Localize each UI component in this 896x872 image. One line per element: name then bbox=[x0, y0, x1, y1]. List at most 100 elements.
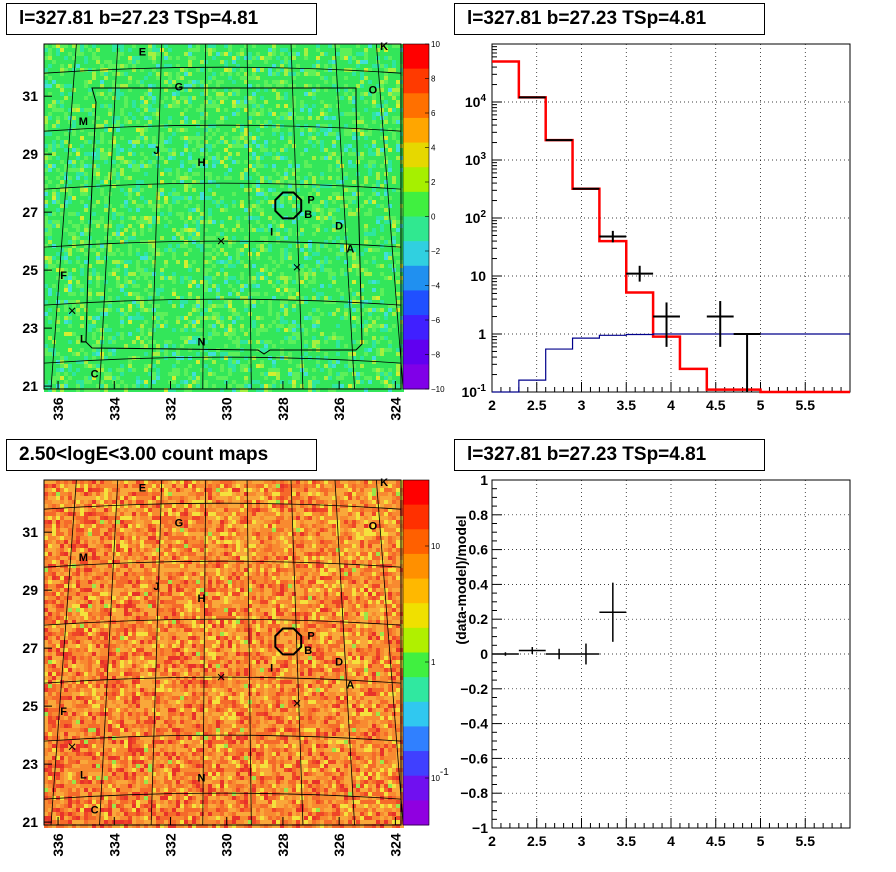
y-tick-label: 23 bbox=[22, 756, 38, 772]
source-label: C bbox=[91, 804, 99, 816]
colorbar-tick-label: 0 bbox=[431, 213, 436, 222]
colorbar-tick-label: 6 bbox=[431, 109, 436, 118]
ticks bbox=[491, 46, 851, 393]
y-tick-label: 0.6 bbox=[469, 542, 489, 558]
ticks bbox=[491, 479, 851, 829]
x-tick-label: 324 bbox=[387, 833, 403, 857]
source-labels: E K G O M J H PB D I A F L N C bbox=[60, 477, 388, 817]
source-label: C bbox=[91, 368, 99, 380]
y-tick-label: 1 bbox=[478, 326, 486, 342]
colorbar-segment bbox=[403, 504, 429, 530]
colorbar-segment bbox=[403, 93, 429, 119]
source-label: M bbox=[79, 552, 88, 564]
colorbar-tick-label: 10 bbox=[431, 40, 440, 49]
x-tick-label: 2.5 bbox=[527, 833, 547, 849]
map-gridlines bbox=[43, 43, 404, 390]
x-tick-label: 3 bbox=[578, 833, 586, 849]
source-label: J bbox=[153, 581, 159, 593]
colorbar-frame bbox=[402, 479, 430, 826]
colorbar-segment bbox=[403, 480, 429, 506]
spectrum-title: l=327.81 b=27.23 TSp=4.81 bbox=[454, 3, 765, 35]
x-tick-label: 326 bbox=[331, 397, 347, 421]
map-axes: 336 334 332 330 328 326 324 31 29 27 25 23 21 bbox=[22, 88, 403, 420]
x-tick-label: 334 bbox=[106, 397, 122, 421]
y-tick-label: 10-1 bbox=[462, 383, 487, 400]
source-label: O bbox=[369, 520, 378, 532]
cross-marker bbox=[293, 699, 301, 707]
x-tick-label: 3.5 bbox=[617, 833, 637, 849]
y-tick-label: 21 bbox=[22, 378, 38, 394]
colorbar: 10 8 6 4 2 0 −2 −4 −6 −8 −10 bbox=[402, 40, 445, 394]
colorbar-segment bbox=[403, 216, 429, 242]
x-tick-label: 2 bbox=[488, 833, 496, 849]
x-tick-label: 330 bbox=[219, 397, 235, 421]
source-label: J bbox=[153, 145, 159, 157]
source-label: L bbox=[80, 770, 87, 782]
y-tick-label: 25 bbox=[22, 262, 38, 278]
map-gridlines bbox=[43, 479, 404, 826]
y-tick-label: −0.6 bbox=[460, 750, 488, 766]
x-tick-label: 4 bbox=[667, 397, 675, 413]
x-tick-label: 324 bbox=[387, 397, 403, 421]
source-label: H bbox=[197, 593, 205, 605]
y-tick-label: 1 bbox=[480, 472, 488, 488]
spectrum-chart: 2 2.5 3 3.5 4 4.5 5 5.5 10-1 1 10 102 103 104 bbox=[462, 43, 851, 413]
source-label: E bbox=[139, 483, 146, 495]
significance-map-title: l=327.81 b=27.23 TSp=4.81 bbox=[6, 3, 317, 35]
source-label: A bbox=[346, 244, 354, 256]
map-pixels bbox=[44, 44, 404, 392]
colorbar-segment bbox=[403, 290, 429, 316]
source-label: N bbox=[197, 773, 205, 785]
y-tick-label: 10 bbox=[470, 268, 486, 284]
colorbar-segment bbox=[403, 142, 429, 168]
x-tick-label: 4.5 bbox=[706, 833, 726, 849]
y-tick-label: 29 bbox=[22, 146, 38, 162]
colorbar-segment bbox=[403, 627, 429, 653]
colorbar-segment bbox=[403, 167, 429, 193]
map-pixels bbox=[44, 480, 404, 828]
colorbar: 10 1 10-1 bbox=[402, 479, 449, 826]
x-tick-label: 5 bbox=[757, 833, 765, 849]
y-tick-label: 102 bbox=[465, 209, 487, 226]
colorbar-tick-label: 10 bbox=[431, 542, 440, 551]
series-line bbox=[492, 333, 850, 393]
y-tick-label: 0.2 bbox=[469, 611, 489, 627]
residuals-panel: 2 2.5 3 3.5 4 4.5 5 5.5 1 0.8 0.6 0.4 0.2 0 −0.2 −0.4 −0… bbox=[448, 436, 896, 872]
x-tick-label: 336 bbox=[50, 833, 66, 857]
colorbar-segment bbox=[403, 553, 429, 580]
source-label: F bbox=[60, 706, 67, 718]
x-tick-label: 336 bbox=[50, 397, 66, 421]
source-label: E bbox=[139, 47, 146, 59]
y-tick-label: 0.4 bbox=[469, 576, 489, 592]
source-label: O bbox=[369, 84, 378, 96]
colorbar-tick-label: 1 bbox=[431, 658, 436, 667]
source-label: H bbox=[197, 157, 205, 169]
y-tick-label: −0.2 bbox=[460, 681, 488, 697]
y-tick-label: 21 bbox=[22, 814, 38, 830]
colorbar-segment bbox=[403, 364, 429, 390]
source-label: K bbox=[380, 41, 388, 53]
y-tick-label: −0.8 bbox=[460, 785, 488, 801]
y-tick-label: 103 bbox=[465, 151, 487, 168]
colorbar-segment bbox=[403, 677, 429, 703]
colorbar-segment bbox=[403, 800, 429, 826]
y-tick-label: 29 bbox=[22, 582, 38, 598]
source-label: F bbox=[60, 270, 67, 282]
cross-marker bbox=[217, 673, 225, 681]
colorbar-segment bbox=[403, 775, 429, 801]
colorbar-segment bbox=[403, 701, 429, 727]
source-label: B bbox=[304, 645, 312, 657]
colorbar-segment bbox=[403, 603, 429, 629]
colorbar-segment bbox=[403, 751, 429, 777]
colorbar-segment bbox=[403, 191, 429, 217]
source-label: D bbox=[335, 221, 343, 233]
map-frame bbox=[43, 479, 402, 826]
y-tick-label: 27 bbox=[22, 640, 38, 656]
source-circle bbox=[274, 191, 303, 220]
significance-map-panel: E K G O M J H P B D I A F L N C 336 334 332 330 328 326 324 31 2… bbox=[0, 0, 448, 436]
source-labels: E K G O M J H PB D I A F L N C bbox=[60, 41, 388, 381]
y-tick-label: 27 bbox=[22, 204, 38, 220]
spectrum-panel: 2 2.5 3 3.5 4 4.5 5 5.5 10-1 1 10 102 103 104 l=327.8… bbox=[448, 0, 896, 436]
source-circle bbox=[274, 627, 303, 656]
y-tick-label: 25 bbox=[22, 698, 38, 714]
